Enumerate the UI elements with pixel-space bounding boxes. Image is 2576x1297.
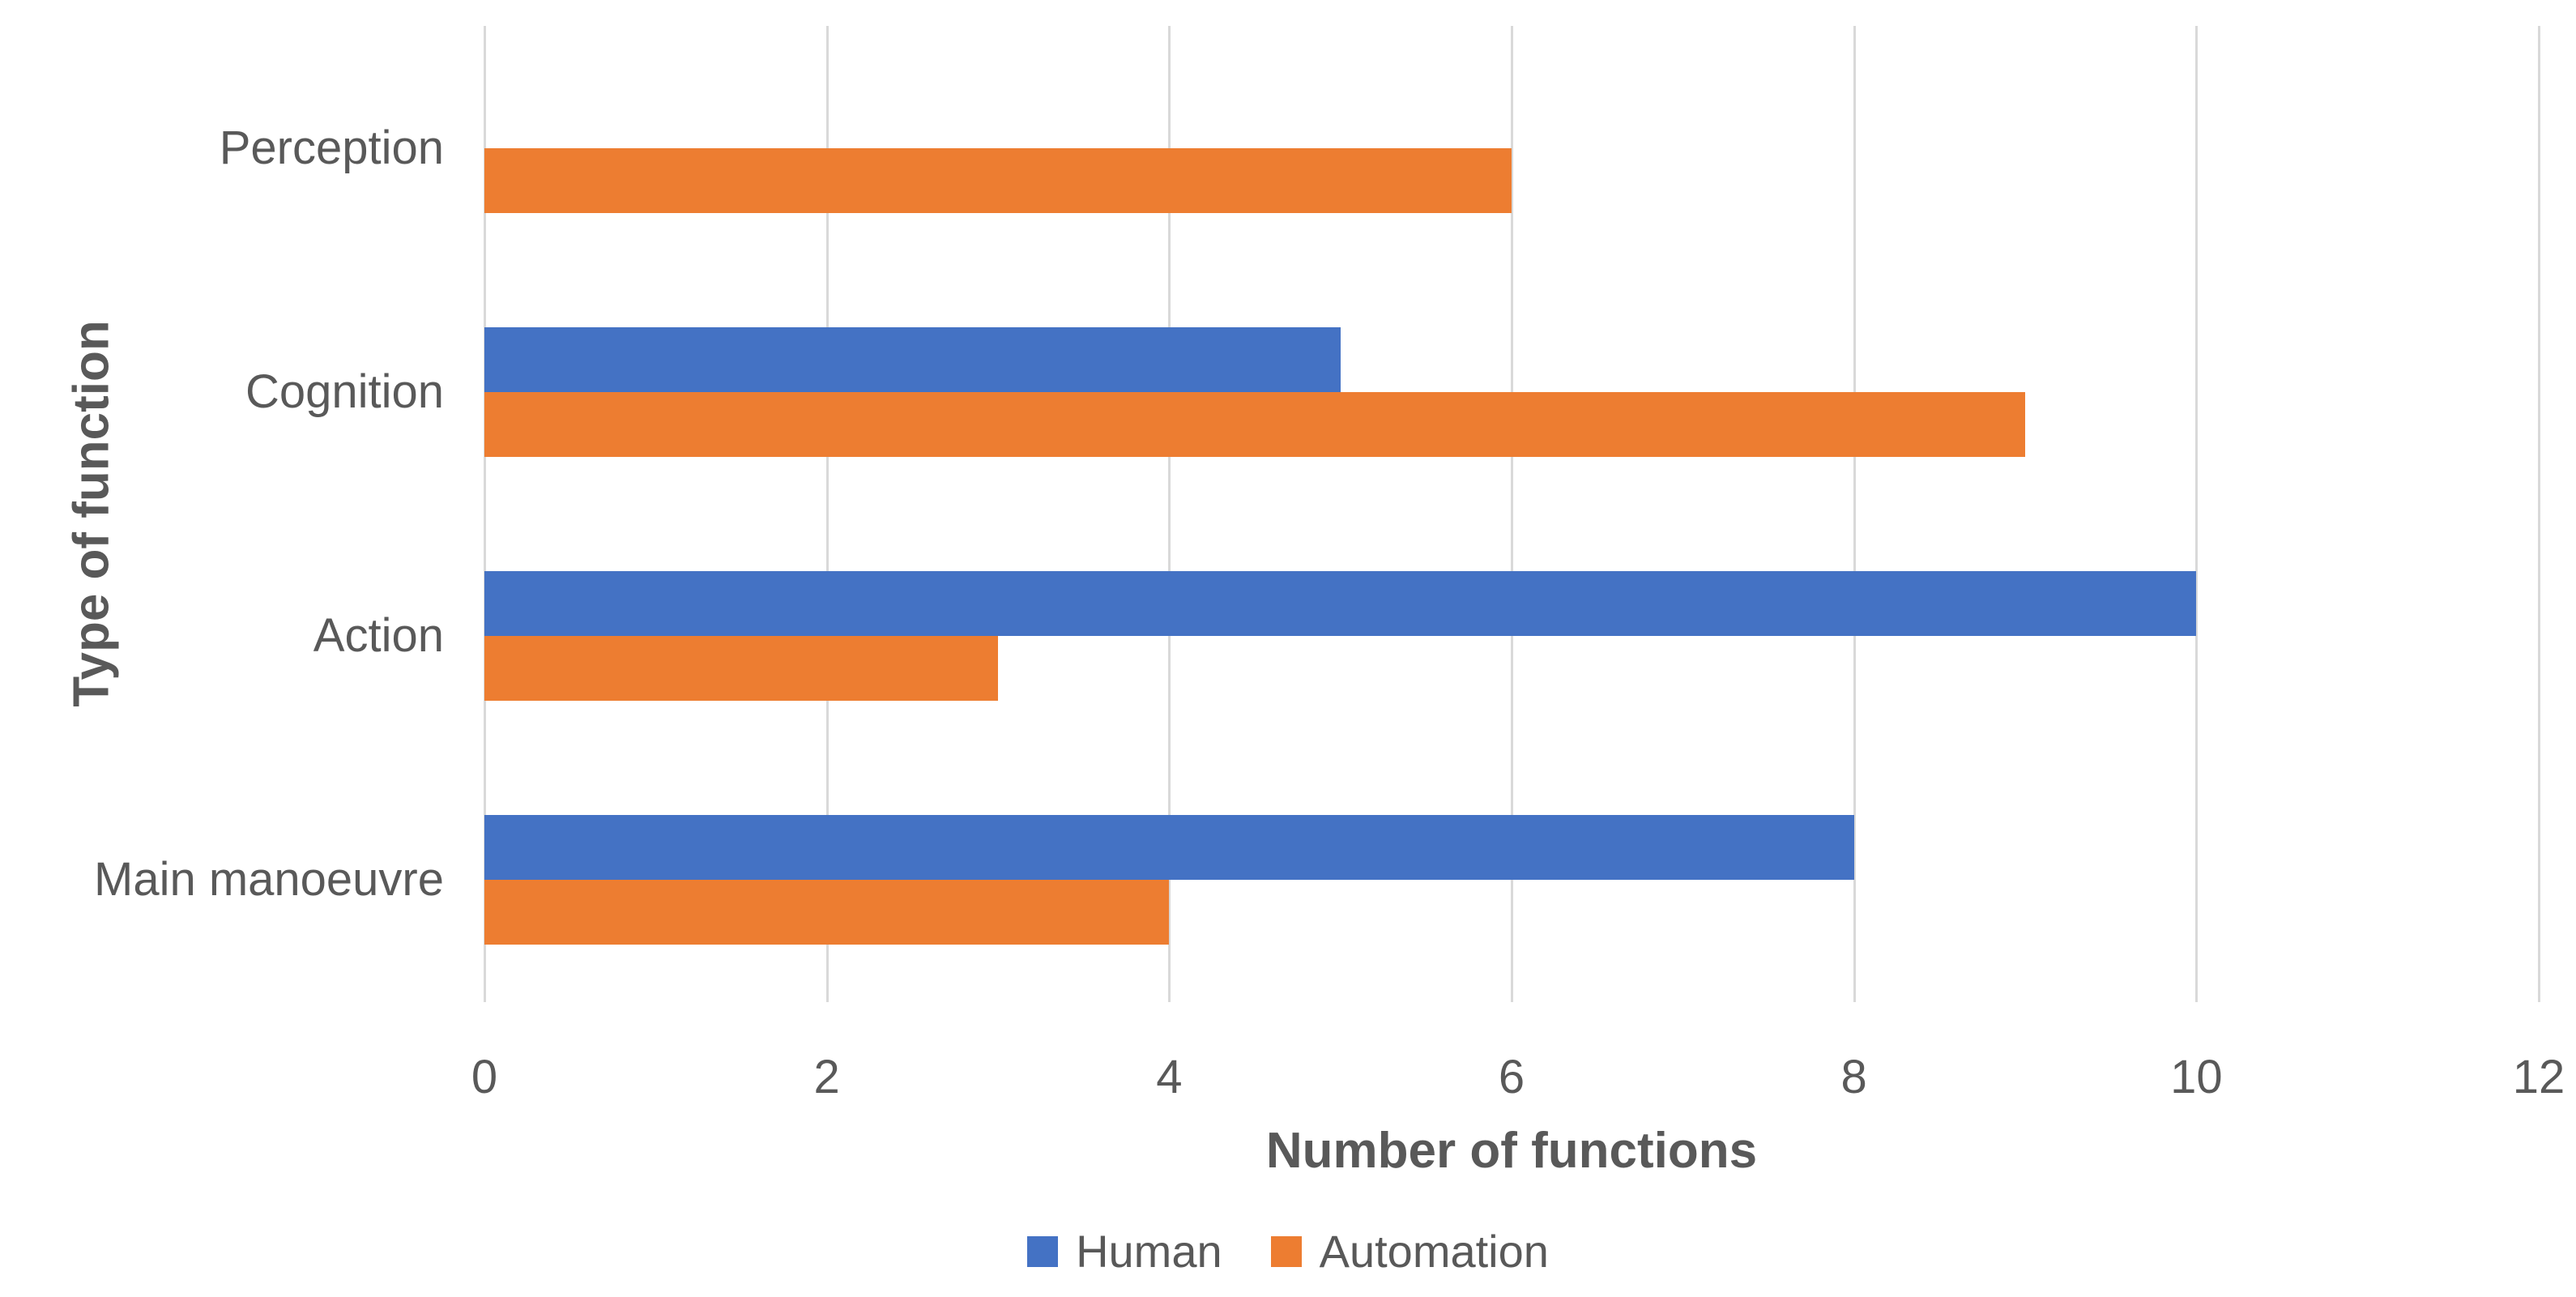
legend-swatch-human [1027, 1236, 1059, 1267]
bar-human-main-manoeuvre [484, 815, 1854, 881]
bar-human-action [484, 571, 2197, 637]
gridline-10 [2195, 26, 2199, 1002]
legend-label-automation: Automation [1319, 1226, 1549, 1277]
x-tick-label-0: 0 [471, 1051, 498, 1103]
category-label-perception: Perception [219, 121, 444, 174]
gridline-0 [484, 26, 486, 1002]
plot-area [484, 26, 2540, 1002]
gridline-12 [2538, 26, 2540, 1002]
legend-label-human: Human [1076, 1226, 1222, 1277]
y-axis-category-labels: Perception Cognition Action Main manoeuvre [0, 26, 444, 1002]
gridline-2 [825, 26, 829, 1002]
category-label-main-manoeuvre: Main manoeuvre [94, 853, 444, 907]
bar-human-cognition [484, 326, 1341, 392]
gridline-8 [1853, 26, 1856, 1002]
legend-swatch-automation [1270, 1236, 1302, 1267]
x-axis-tick-labels: 0 2 4 6 8 10 12 [471, 1049, 2565, 1106]
x-tick-label-2: 2 [813, 1051, 840, 1103]
category-label-cognition: Cognition [245, 365, 444, 418]
gridline-6 [1511, 26, 1513, 1002]
bar-automation-cognition [484, 391, 2025, 457]
x-tick-label-8: 8 [1840, 1051, 1867, 1103]
bar-automation-main-manoeuvre [484, 880, 1170, 945]
bar-automation-action [484, 636, 998, 702]
legend: Human Automation [0, 1225, 2576, 1278]
category-label-action: Action [313, 609, 444, 663]
bar-automation-perception [484, 147, 1512, 213]
x-tick-label-4: 4 [1156, 1051, 1183, 1103]
legend-item-automation: Automation [1270, 1225, 1549, 1278]
gridline-4 [1168, 26, 1171, 1002]
x-tick-label-6: 6 [1498, 1051, 1525, 1103]
x-tick-label-12: 12 [2512, 1051, 2565, 1103]
x-tick-label-10: 10 [2170, 1051, 2223, 1103]
legend-item-human: Human [1027, 1225, 1222, 1278]
x-axis-title: Number of functions [1265, 1123, 1758, 1179]
